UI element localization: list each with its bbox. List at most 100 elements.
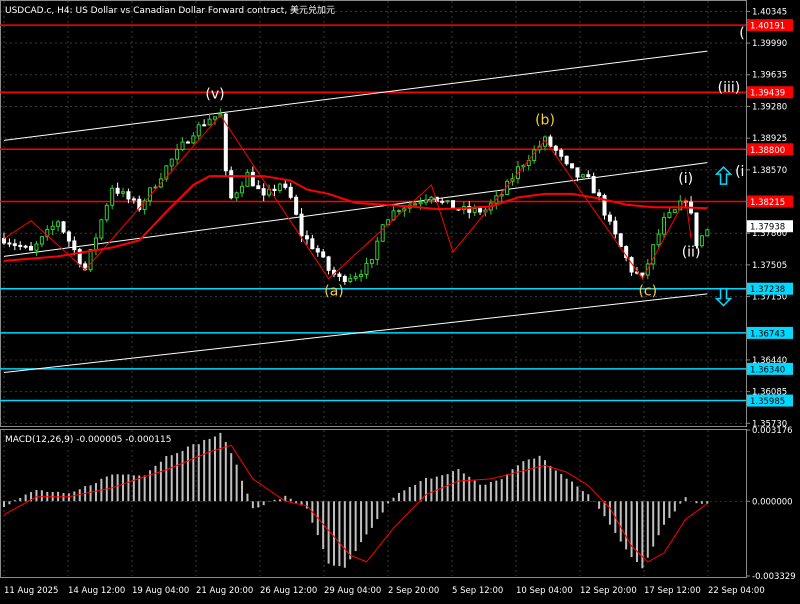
y-tick-label: 1.35730 — [752, 419, 787, 429]
current-price-label: 1.37938 — [750, 223, 785, 233]
candle-body — [667, 212, 672, 218]
candle-body — [602, 195, 607, 216]
x-tick-label: 19 Aug 04:00 — [132, 586, 189, 596]
candle-body — [56, 221, 61, 227]
candle-body — [39, 236, 44, 245]
candle-body — [656, 233, 661, 246]
candle-body — [413, 203, 418, 206]
candle-body — [553, 145, 558, 151]
arrows — [714, 166, 733, 307]
arrow-up-icon — [714, 166, 733, 185]
candle-body — [164, 165, 169, 180]
candle-body — [548, 136, 553, 147]
trend-line — [3, 162, 708, 257]
wave-label: (i) — [678, 171, 693, 187]
grid — [0, 1, 746, 576]
y-tick-label: 1.40345 — [752, 7, 787, 17]
y-tick-label: 1.36085 — [752, 388, 787, 398]
candle-body — [559, 149, 564, 157]
level-price-label: 1.38215 — [750, 198, 785, 208]
candle-body — [445, 200, 450, 203]
candle-body — [110, 187, 115, 206]
candle-body — [207, 118, 212, 126]
level-price-label: 1.37238 — [750, 285, 785, 295]
wave-label: (b) — [535, 112, 555, 128]
candle-body — [72, 240, 77, 251]
candle-body — [699, 235, 704, 247]
candle-body — [229, 170, 234, 199]
x-tick-label: 14 Aug 12:00 — [68, 586, 125, 596]
candle-body — [34, 243, 39, 251]
wave-label: (ii) — [682, 244, 701, 260]
candle-body — [337, 273, 342, 277]
candle-body — [423, 199, 428, 203]
candle-body — [618, 233, 623, 248]
level-price-label: 1.39439 — [750, 89, 785, 99]
y-tick-label: 1.38925 — [752, 134, 787, 144]
x-tick-label: 11 Aug 2025 — [4, 586, 58, 596]
moving-average — [3, 175, 708, 262]
candle-body — [651, 244, 656, 265]
candle-body — [364, 262, 369, 275]
current-price-tag — [747, 220, 793, 233]
level-price-label: 1.35985 — [750, 397, 785, 407]
candle-body — [315, 248, 320, 253]
candle-body — [180, 141, 185, 150]
candle-body — [440, 200, 445, 203]
candle-body — [29, 245, 34, 251]
candle-body — [7, 242, 12, 245]
candle-body — [564, 155, 569, 165]
wave-label: ( — [739, 26, 744, 42]
candle-body — [472, 207, 477, 213]
trend-line — [3, 293, 708, 373]
candle-body — [575, 167, 580, 178]
x-tick-label: 10 Sep 04:00 — [516, 586, 573, 596]
y-tick-label: 1.39280 — [752, 102, 787, 112]
candle-body — [2, 238, 6, 244]
candle-body — [375, 240, 380, 260]
y-tick-label: 1.36440 — [752, 356, 787, 366]
x-tick-label: 2 Sep 20:00 — [388, 586, 439, 596]
candle-body — [196, 124, 201, 137]
candle-body — [359, 273, 364, 278]
candle-body — [396, 210, 401, 213]
wave-label: (a) — [324, 284, 344, 300]
x-tick-label: 17 Sep 12:00 — [644, 586, 701, 596]
candle-body — [342, 275, 347, 282]
candle-body — [12, 243, 17, 246]
candle-body — [18, 244, 23, 247]
candle-body — [321, 251, 326, 258]
macd-y-tick-label: 0.003176 — [752, 426, 793, 436]
horizontal-levels — [0, 24, 746, 402]
wave-label: (iii) — [718, 80, 741, 96]
x-tick-label: 22 Sep 04:00 — [708, 586, 765, 596]
candle-body — [580, 174, 585, 178]
moving-average-line — [3, 175, 708, 262]
candle-body — [418, 201, 423, 205]
candle-body — [672, 209, 677, 214]
level-price-tag — [747, 86, 793, 99]
candle-body — [50, 225, 55, 230]
level-price-tag — [747, 326, 793, 339]
y-tick-label: 1.37860 — [752, 229, 787, 239]
candle-body — [597, 192, 602, 197]
candle-body — [66, 231, 71, 242]
macd-y-tick-label: -0.003329 — [752, 572, 796, 582]
candle-body — [240, 185, 245, 194]
candle-body — [131, 198, 136, 201]
wave-label: (i — [735, 164, 744, 180]
candle-body — [250, 171, 255, 187]
candle-body — [191, 135, 196, 144]
level-price-tag — [747, 282, 793, 295]
trend-line — [3, 50, 708, 141]
candle-body — [694, 212, 699, 247]
candles — [2, 108, 710, 285]
y-tick-label: 1.39635 — [752, 71, 787, 81]
candle-body — [613, 220, 618, 235]
candle-body — [294, 196, 299, 215]
candle-body — [115, 187, 120, 194]
candle-body — [299, 213, 304, 237]
candle-body — [353, 276, 358, 279]
